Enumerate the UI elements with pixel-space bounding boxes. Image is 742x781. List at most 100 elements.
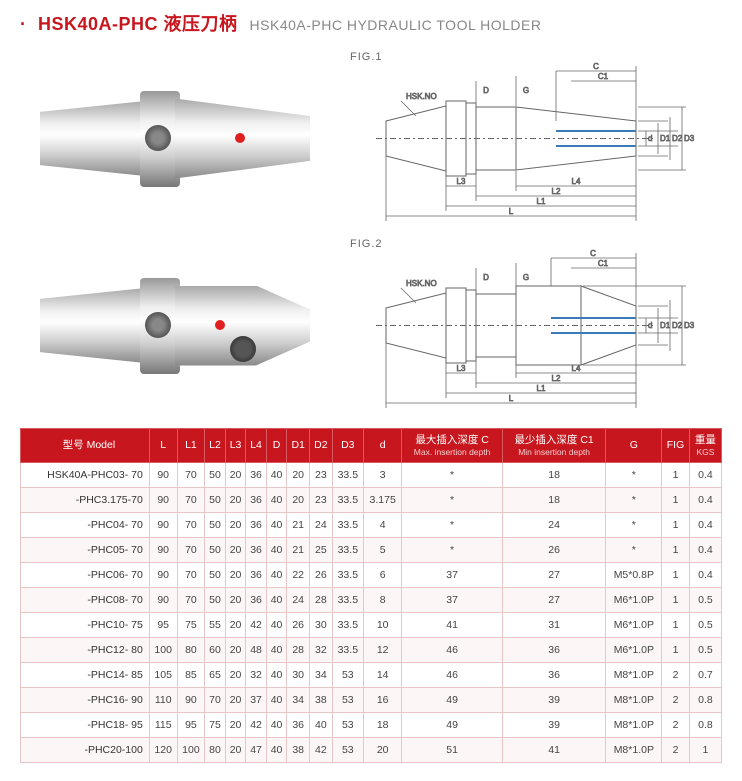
cell-D3: 33.5 bbox=[332, 612, 363, 637]
cell-C: 37 bbox=[402, 587, 502, 612]
cell-FIG: 1 bbox=[662, 512, 690, 537]
cell-C: * bbox=[402, 512, 502, 537]
col-L: L bbox=[149, 429, 177, 463]
table-row: -PHC14- 851058565203240303453144636M8*1.… bbox=[21, 662, 722, 687]
cell-G: M6*1.0P bbox=[606, 637, 662, 662]
col-C1: 最少插入深度 C1Min insertion depth bbox=[502, 429, 606, 463]
cell-D3: 53 bbox=[332, 737, 363, 762]
svg-text:L1: L1 bbox=[537, 384, 546, 393]
cell-D1: 22 bbox=[287, 562, 310, 587]
table-row: -PHC08- 70907050203640242833.583727M6*1.… bbox=[21, 587, 722, 612]
cell-L: 90 bbox=[149, 587, 177, 612]
cell-L4: 36 bbox=[246, 587, 267, 612]
cell-D: 40 bbox=[266, 487, 287, 512]
cell-D1: 26 bbox=[287, 612, 310, 637]
col-D2: D2 bbox=[310, 429, 333, 463]
cell-L: 115 bbox=[149, 712, 177, 737]
diagram-svg-2: C C1 D G HSK.NO d D1 D2 D3 bbox=[350, 238, 722, 413]
cell-D: 40 bbox=[266, 512, 287, 537]
cell-G: * bbox=[606, 462, 662, 487]
cell-D: 40 bbox=[266, 662, 287, 687]
table-row: -PHC18- 951159575204240364053184939M8*1.… bbox=[21, 712, 722, 737]
svg-text:C1: C1 bbox=[598, 72, 609, 81]
table-header: 型号 ModelLL1L2L3L4DD1D2D3d最大插入深度 CMax. in… bbox=[21, 429, 722, 463]
table-row: -PHC06- 70907050203640222633.563727M5*0.… bbox=[21, 562, 722, 587]
svg-text:D3: D3 bbox=[684, 134, 695, 143]
cell-d: 4 bbox=[363, 512, 401, 537]
svg-text:L2: L2 bbox=[552, 187, 561, 196]
cell-L1: 70 bbox=[177, 562, 205, 587]
cell-L4: 36 bbox=[246, 537, 267, 562]
cell-KGS: 0.4 bbox=[689, 512, 721, 537]
cell-FIG: 1 bbox=[662, 587, 690, 612]
cell-D: 40 bbox=[266, 712, 287, 737]
cell-D1: 36 bbox=[287, 712, 310, 737]
svg-text:C: C bbox=[593, 62, 599, 71]
cell-L: 90 bbox=[149, 512, 177, 537]
cell-C: 51 bbox=[402, 737, 502, 762]
cell-D3: 33.5 bbox=[332, 512, 363, 537]
col-D3: D3 bbox=[332, 429, 363, 463]
cell-L1: 85 bbox=[177, 662, 205, 687]
svg-text:G: G bbox=[523, 86, 529, 95]
table-body: HSK40A-PHC03- 70907050203640202333.53*18… bbox=[21, 462, 722, 762]
page-header: · HSK40A-PHC 液压刀柄 HSK40A-PHC HYDRAULIC T… bbox=[20, 10, 722, 36]
figures-area: FIG.1 bbox=[20, 51, 722, 413]
cell-d: 10 bbox=[363, 612, 401, 637]
cell-C: * bbox=[402, 487, 502, 512]
cell-L2: 50 bbox=[205, 462, 226, 487]
cell-d: 20 bbox=[363, 737, 401, 762]
cell-C: 46 bbox=[402, 637, 502, 662]
cell-d: 3.175 bbox=[363, 487, 401, 512]
cell-model: -PHC18- 95 bbox=[21, 712, 150, 737]
cell-C1: 18 bbox=[502, 487, 606, 512]
col-model: 型号 Model bbox=[21, 429, 150, 463]
cell-D: 40 bbox=[266, 637, 287, 662]
cell-L: 90 bbox=[149, 537, 177, 562]
cell-KGS: 0.4 bbox=[689, 487, 721, 512]
cell-KGS: 0.8 bbox=[689, 712, 721, 737]
cell-C1: 39 bbox=[502, 712, 606, 737]
cell-model: -PHC08- 70 bbox=[21, 587, 150, 612]
table-row: -PHC16- 901109070203740343853164939M8*1.… bbox=[21, 687, 722, 712]
cell-G: M6*1.0P bbox=[606, 612, 662, 637]
cell-FIG: 2 bbox=[662, 662, 690, 687]
table-row: -PHC3.175-70907050203640202333.53.175*18… bbox=[21, 487, 722, 512]
table-row: -PHC10- 75957555204240263033.5104131M6*1… bbox=[21, 612, 722, 637]
cell-KGS: 0.5 bbox=[689, 637, 721, 662]
header-bullet: · bbox=[20, 14, 26, 35]
cell-L3: 20 bbox=[225, 587, 246, 612]
cell-L3: 20 bbox=[225, 512, 246, 537]
svg-text:L2: L2 bbox=[552, 374, 561, 383]
cell-FIG: 1 bbox=[662, 562, 690, 587]
cell-L: 90 bbox=[149, 462, 177, 487]
cell-D: 40 bbox=[266, 462, 287, 487]
svg-text:D2: D2 bbox=[672, 321, 683, 330]
cell-C1: 31 bbox=[502, 612, 606, 637]
svg-text:D1: D1 bbox=[660, 321, 671, 330]
table-row: -PHC12- 801008060204840283233.5124636M6*… bbox=[21, 637, 722, 662]
cell-model: -PHC06- 70 bbox=[21, 562, 150, 587]
fig2-label: FIG.2 bbox=[350, 238, 383, 250]
cell-D1: 20 bbox=[287, 462, 310, 487]
cell-FIG: 1 bbox=[662, 612, 690, 637]
cell-model: -PHC16- 90 bbox=[21, 687, 150, 712]
cell-FIG: 1 bbox=[662, 637, 690, 662]
cell-D2: 25 bbox=[310, 537, 333, 562]
cell-L1: 100 bbox=[177, 737, 205, 762]
cell-D3: 33.5 bbox=[332, 487, 363, 512]
cell-KGS: 0.5 bbox=[689, 587, 721, 612]
cell-KGS: 1 bbox=[689, 737, 721, 762]
cell-L1: 80 bbox=[177, 637, 205, 662]
col-L1: L1 bbox=[177, 429, 205, 463]
cell-G: M6*1.0P bbox=[606, 587, 662, 612]
balance-dot-icon bbox=[235, 133, 245, 143]
cell-L1: 90 bbox=[177, 687, 205, 712]
cell-model: -PHC04- 70 bbox=[21, 512, 150, 537]
cell-L2: 50 bbox=[205, 512, 226, 537]
cell-D1: 21 bbox=[287, 512, 310, 537]
cell-D3: 53 bbox=[332, 662, 363, 687]
col-L3: L3 bbox=[225, 429, 246, 463]
cell-D3: 33.5 bbox=[332, 637, 363, 662]
cell-C1: 36 bbox=[502, 637, 606, 662]
